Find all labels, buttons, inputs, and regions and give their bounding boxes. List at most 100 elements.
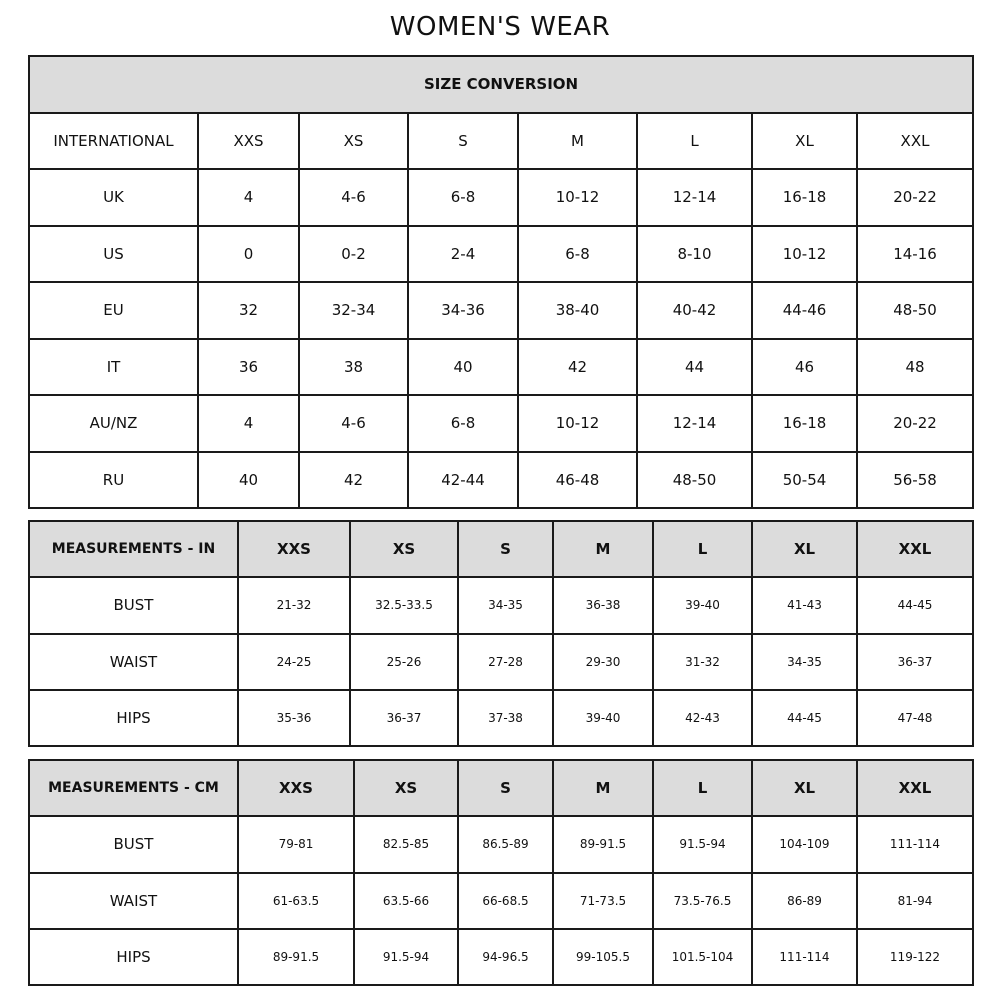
table-cell: 91.5-94 xyxy=(652,815,753,874)
table-cell: 37-38 xyxy=(457,688,554,748)
table-cell: 14-16 xyxy=(855,224,975,283)
table-cell: 4-6 xyxy=(298,168,409,227)
table-cell: 16-18 xyxy=(751,168,858,227)
table-row: WAIST 24-25 25-26 27-28 29-30 31-32 34-35 36-37 xyxy=(28,632,974,691)
table-cell: 61-63.5 xyxy=(237,871,355,930)
table-cell: 42 xyxy=(298,450,409,509)
column-header: XL xyxy=(751,111,858,170)
table-cell: 82.5-85 xyxy=(353,815,459,874)
table-cell: 16-18 xyxy=(751,394,858,453)
table-cell: 4-6 xyxy=(298,394,409,453)
table-cell: 40 xyxy=(197,450,300,509)
measurements-cm-table: MEASUREMENTS - CM XXS XS S M L XL XXL BUST 79-81 8… xyxy=(28,758,974,987)
table-cell: 36-37 xyxy=(856,632,974,691)
table-cell: 2-4 xyxy=(407,224,519,283)
column-header: XXS xyxy=(197,111,300,170)
table-cell: 48-50 xyxy=(636,450,753,509)
column-header: M xyxy=(552,758,654,818)
table-cell: 6-8 xyxy=(517,224,638,283)
row-label: BUST xyxy=(28,576,239,635)
column-header: M xyxy=(517,111,638,170)
table-cell: 44-45 xyxy=(751,688,858,748)
row-label: EU xyxy=(28,281,199,340)
row-label: US xyxy=(28,224,199,283)
table-cell: 48-50 xyxy=(855,281,975,340)
table-cell: 46-48 xyxy=(517,450,638,509)
table-cell: 10-12 xyxy=(517,168,638,227)
table-cell: 42-44 xyxy=(407,450,519,509)
table-cell: 0-2 xyxy=(298,224,409,283)
table-cell: 86.5-89 xyxy=(457,815,554,874)
table-cell: 32-34 xyxy=(298,281,409,340)
table-cell: 32.5-33.5 xyxy=(349,576,459,635)
table-cell: 44-45 xyxy=(856,576,974,635)
row-label: IT xyxy=(28,337,199,396)
table-row: BUST 21-32 32.5-33.5 34-35 36-38 39-40 41-43 44… xyxy=(28,576,974,635)
column-header: XS xyxy=(353,758,459,818)
column-header: M xyxy=(552,519,654,579)
column-header: XXL xyxy=(856,519,974,579)
table-cell: 73.5-76.5 xyxy=(652,871,753,930)
table-cell: 44-46 xyxy=(751,281,858,340)
column-header: L xyxy=(652,519,753,579)
column-header: L xyxy=(636,111,753,170)
table-cell: 39-40 xyxy=(652,576,753,635)
size-conversion-table: SIZE CONVERSION INTERNATIONAL XXS XS S M L XL XX… xyxy=(27,55,975,509)
table-cell: 94-96.5 xyxy=(457,927,554,987)
table-cell: 27-28 xyxy=(457,632,554,691)
header-row: INTERNATIONAL XXS XS S M L XL XXL xyxy=(28,111,975,170)
table-cell: 63.5-66 xyxy=(353,871,459,930)
table-cell: 79-81 xyxy=(237,815,355,874)
table-cell: 111-114 xyxy=(856,815,974,874)
table-cell: 25-26 xyxy=(349,632,459,691)
table-cell: 24-25 xyxy=(237,632,351,691)
table-cell: 71-73.5 xyxy=(552,871,654,930)
table-row: AU/NZ 4 4-6 6-8 10-12 12-14 16-18 20-22 xyxy=(28,394,975,453)
column-header: XXS xyxy=(237,758,355,818)
measurements-in-table: MEASUREMENTS - IN XXS XS S M L XL XXL BUST 21-32 3… xyxy=(28,519,974,748)
table-cell: 36-38 xyxy=(552,576,654,635)
row-label: WAIST xyxy=(28,871,239,930)
column-header: S xyxy=(457,758,554,818)
table-cell: 36-37 xyxy=(349,688,459,748)
table-cell: 36 xyxy=(197,337,300,396)
table-row: HIPS 35-36 36-37 37-38 39-40 42-43 44-45 47-48 xyxy=(28,688,974,748)
table-cell: 48 xyxy=(855,337,975,396)
table-row: BUST 79-81 82.5-85 86.5-89 89-91.5 91.5-94 104… xyxy=(28,815,974,874)
table-cell: 35-36 xyxy=(237,688,351,748)
table-row: RU 40 42 42-44 46-48 48-50 50-54 56-58 xyxy=(28,450,975,509)
table-row: HIPS 89-91.5 91.5-94 94-96.5 99-105.5 101.5-1… xyxy=(28,927,974,987)
table-cell: 47-48 xyxy=(856,688,974,748)
row-label: AU/NZ xyxy=(28,394,199,453)
table-cell: 89-91.5 xyxy=(552,815,654,874)
table-cell: 8-10 xyxy=(636,224,753,283)
table-cell: 20-22 xyxy=(855,168,975,227)
table-cell: 4 xyxy=(197,168,300,227)
table-cell: 86-89 xyxy=(751,871,858,930)
table-cell: 20-22 xyxy=(855,394,975,453)
table-cell: 111-114 xyxy=(751,927,858,987)
row-label: HIPS xyxy=(28,927,239,987)
column-header: L xyxy=(652,758,753,818)
column-header: S xyxy=(457,519,554,579)
column-header: XL xyxy=(751,519,858,579)
row-label: HIPS xyxy=(28,688,239,748)
row-label: UK xyxy=(28,168,199,227)
table-cell: 38-40 xyxy=(517,281,638,340)
table-cell: 89-91.5 xyxy=(237,927,355,987)
table-cell: 10-12 xyxy=(517,394,638,453)
table-row: US 0 0-2 2-4 6-8 8-10 10-12 14-16 xyxy=(28,224,975,283)
table-cell: 39-40 xyxy=(552,688,654,748)
table-cell: 104-109 xyxy=(751,815,858,874)
table-cell: 31-32 xyxy=(652,632,753,691)
table-cell: 66-68.5 xyxy=(457,871,554,930)
table-cell: 32 xyxy=(197,281,300,340)
table-cell: 44 xyxy=(636,337,753,396)
row-header-label: MEASUREMENTS - IN xyxy=(28,519,239,579)
row-header-label: INTERNATIONAL xyxy=(28,111,199,170)
table-cell: 10-12 xyxy=(751,224,858,283)
table-cell: 6-8 xyxy=(407,394,519,453)
table-cell: 40 xyxy=(407,337,519,396)
row-label: RU xyxy=(28,450,199,509)
table-cell: 34-35 xyxy=(457,576,554,635)
